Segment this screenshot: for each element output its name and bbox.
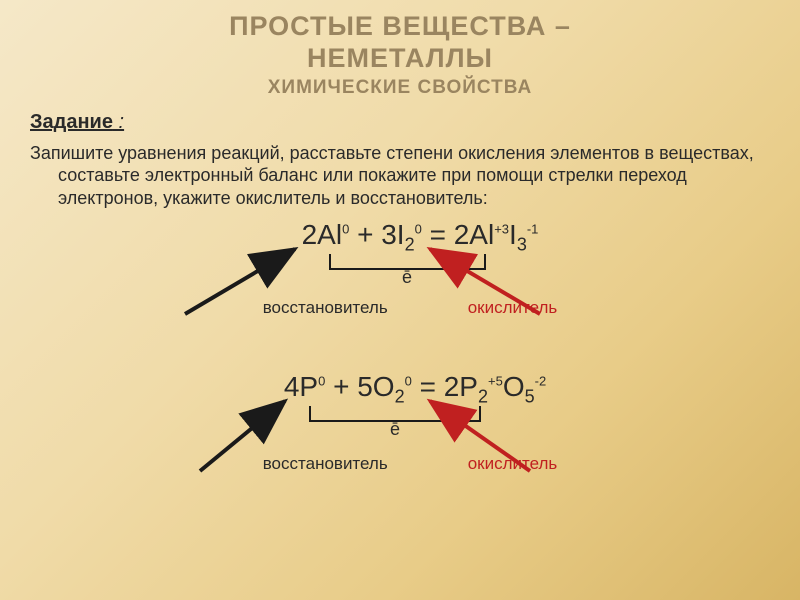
- title-subtitle: ХИМИЧЕСКИЕ СВОЙСТВА: [0, 77, 800, 99]
- equation1-block: 2Al0 + 3I20 = 2Al+3I3-1 ē восстановитель…: [30, 219, 770, 349]
- eq1-i: I: [509, 219, 517, 250]
- title-block: ПРОСТЫЕ ВЕЩЕСТВА – НЕМЕТАЛЛЫ ХИМИЧЕСКИЕ …: [0, 0, 800, 99]
- eq2-sub3: 5: [525, 387, 535, 407]
- eq1-s3: +3: [494, 222, 509, 237]
- task-colon: :: [113, 111, 124, 133]
- eq1-plus-3i: + 3I: [349, 219, 404, 250]
- equation2: 4P0 + 5O20 = 2P2+5O5-2: [30, 371, 770, 408]
- eq2-4p: 4P: [284, 371, 318, 402]
- eq1-e-symbol: ē: [402, 267, 412, 288]
- eq2-eq-2p: = 2P: [412, 371, 478, 402]
- eq1-eq-2al: = 2Al: [422, 219, 494, 250]
- equation1: 2Al0 + 3I20 = 2Al+3I3-1: [30, 219, 770, 256]
- eq2-o: O: [503, 371, 525, 402]
- eq2-labels: восстановитель окислитель: [30, 454, 770, 474]
- eq1-sub1: 2: [405, 235, 415, 255]
- eq2-sub2: 2: [478, 387, 488, 407]
- eq1-s2: 0: [415, 222, 422, 237]
- title-line2: НЕМЕТАЛЛЫ: [0, 42, 800, 74]
- eq2-s3: +5: [488, 374, 503, 389]
- eq1-oxidizer-label: окислитель: [468, 298, 558, 318]
- eq2-sub1: 2: [395, 387, 405, 407]
- equation2-block: 4P0 + 5O20 = 2P2+5O5-2 ē восстановитель …: [30, 371, 770, 506]
- eq1-2al: 2Al: [302, 219, 342, 250]
- eq1-labels: восстановитель окислитель: [30, 298, 770, 318]
- eq1-reducer-label: восстановитель: [263, 298, 388, 318]
- eq2-e-symbol: ē: [390, 419, 400, 440]
- eq2-s2: 0: [405, 374, 412, 389]
- task-heading: Задание :: [30, 111, 770, 134]
- eq2-oxidizer-label: окислитель: [468, 454, 558, 474]
- eq1-s4: -1: [527, 222, 539, 237]
- title-line1: ПРОСТЫЕ ВЕЩЕСТВА –: [0, 10, 800, 42]
- eq2-plus-5o: + 5O: [325, 371, 394, 402]
- eq2-s4: -2: [535, 374, 547, 389]
- eq2-reducer-label: восстановитель: [263, 454, 388, 474]
- task-label: Задание: [30, 111, 113, 133]
- task-text: Запишите уравнения реакций, расставьте с…: [30, 142, 770, 210]
- content: Задание : Запишите уравнения реакций, ра…: [0, 99, 800, 507]
- eq1-sub2: 3: [517, 235, 527, 255]
